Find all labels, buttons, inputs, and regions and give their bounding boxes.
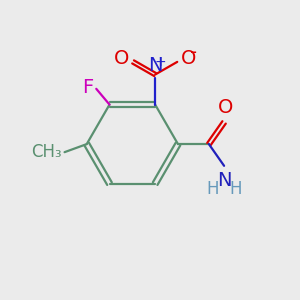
Text: +: + <box>154 55 166 69</box>
Text: F: F <box>82 78 93 97</box>
Text: CH₃: CH₃ <box>31 143 62 161</box>
Text: H: H <box>207 180 219 198</box>
Text: N: N <box>148 56 162 75</box>
Text: O: O <box>114 50 130 68</box>
Text: -: - <box>190 43 197 62</box>
Text: H: H <box>229 180 242 198</box>
Text: O: O <box>218 98 233 117</box>
Text: O: O <box>181 50 196 68</box>
Text: N: N <box>217 171 231 190</box>
